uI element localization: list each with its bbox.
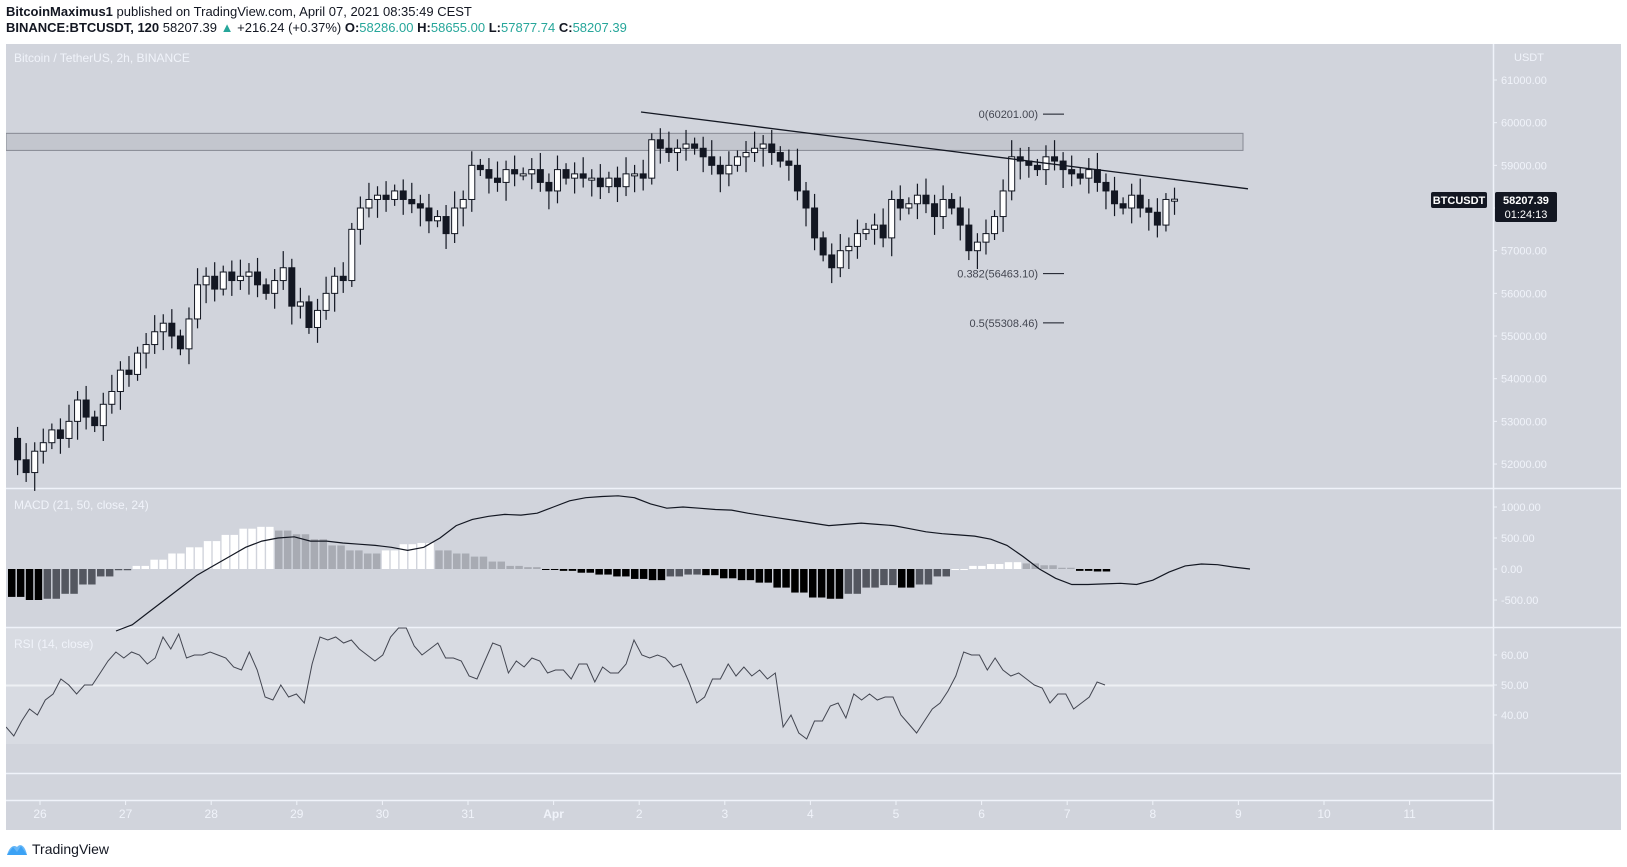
- chart-legend: Bitcoin / TetherUS, 2h, BINANCE: [14, 51, 190, 65]
- rsi-legend: RSI (14, close): [14, 637, 93, 651]
- symbol-tag: BTCUSDT: [1431, 192, 1487, 208]
- svg-text:30: 30: [376, 807, 390, 821]
- svg-text:54000.00: 54000.00: [1501, 374, 1547, 386]
- up-arrow-icon: ▲: [220, 20, 234, 35]
- svg-text:52000.00: 52000.00: [1501, 459, 1547, 471]
- high-value: 58655.00: [430, 20, 486, 35]
- svg-text:8: 8: [1149, 807, 1156, 821]
- rsi-series: [5, 627, 1106, 740]
- last-price: 58207.39: [162, 20, 217, 35]
- low-value: 57877.74: [501, 20, 556, 35]
- low-label: L:: [488, 20, 501, 35]
- svg-text:0.382(56463.10): 0.382(56463.10): [957, 269, 1038, 281]
- chart-container[interactable]: 0(60201.00) 0.382(56463.10) 0.5(55308.46) …: [5, 44, 1621, 830]
- svg-text:5: 5: [893, 807, 900, 821]
- svg-text:31: 31: [461, 807, 475, 821]
- svg-text:4: 4: [807, 807, 814, 821]
- last-price-tag-value: 58207.39: [1503, 195, 1549, 207]
- svg-text:-500.00: -500.00: [1501, 595, 1538, 607]
- high-label: H:: [417, 20, 431, 35]
- open-value: 58286.00: [359, 20, 414, 35]
- svg-text:2: 2: [636, 807, 643, 821]
- candlestick-series: [14, 128, 1179, 491]
- svg-text:10: 10: [1317, 807, 1331, 821]
- fibonacci-levels[interactable]: 0(60201.00) 0.382(56463.10) 0.5(55308.46): [957, 109, 1064, 330]
- svg-text:57000.00: 57000.00: [1501, 246, 1547, 258]
- chart-canvas[interactable]: 0(60201.00)0.382(56463.10)0.5(55308.46) …: [5, 44, 1621, 830]
- close-label: C:: [558, 20, 573, 35]
- svg-text:26: 26: [33, 807, 47, 821]
- svg-text:6: 6: [978, 807, 985, 821]
- svg-text:0(60201.00): 0(60201.00): [979, 109, 1038, 121]
- svg-text:27: 27: [119, 807, 133, 821]
- svg-text:60.00: 60.00: [1501, 650, 1529, 662]
- svg-text:28: 28: [205, 807, 219, 821]
- close-value: 58207.39: [572, 20, 627, 35]
- tradingview-wordmark: TradingView: [32, 841, 110, 857]
- svg-text:40.00: 40.00: [1501, 710, 1529, 722]
- svg-text:53000.00: 53000.00: [1501, 416, 1547, 428]
- price-pane[interactable]: [6, 44, 1493, 488]
- svg-text:59000.00: 59000.00: [1501, 160, 1547, 172]
- price-change: +216.24 (+0.37%): [237, 20, 342, 35]
- svg-text:Apr: Apr: [543, 807, 564, 821]
- published-text: published on TradingView.com, April 07, …: [116, 4, 472, 19]
- open-label: O:: [344, 20, 360, 35]
- publish-info: BitcoinMaximus1 published on TradingView…: [6, 4, 472, 19]
- svg-text:61000.00: 61000.00: [1501, 75, 1547, 87]
- svg-text:9: 9: [1235, 807, 1242, 821]
- svg-text:1000.00: 1000.00: [1501, 502, 1541, 514]
- svg-text:0.5(55308.46): 0.5(55308.46): [970, 318, 1039, 330]
- macd-legend: MACD (21, 50, close, 24): [14, 498, 149, 512]
- countdown-timer: 01:24:13: [1505, 209, 1548, 221]
- symbol-info-line: BINANCE:BTCUSDT, 120 58207.39 ▲ +216.24 …: [6, 20, 627, 35]
- svg-text:29: 29: [290, 807, 304, 821]
- svg-text:50.00: 50.00: [1501, 680, 1529, 692]
- svg-text:3: 3: [721, 807, 728, 821]
- tradingview-logo-icon: [7, 845, 27, 855]
- svg-text:500.00: 500.00: [1501, 533, 1535, 545]
- svg-text:60000.00: 60000.00: [1501, 118, 1547, 130]
- currency-label: USDT: [1514, 52, 1544, 64]
- svg-text:56000.00: 56000.00: [1501, 288, 1547, 300]
- tradingview-branding[interactable]: TradingView: [6, 841, 109, 857]
- macd-series: [8, 495, 1251, 632]
- svg-text:0.00: 0.00: [1501, 564, 1522, 576]
- last-price-tag: 58207.39 01:24:13: [1495, 192, 1557, 222]
- resistance-zone[interactable]: [5, 132, 1244, 151]
- svg-text:7: 7: [1064, 807, 1071, 821]
- author-name[interactable]: BitcoinMaximus1: [6, 4, 113, 19]
- svg-text:11: 11: [1403, 807, 1416, 821]
- symbol-interval: BINANCE:BTCUSDT, 120: [6, 20, 160, 35]
- descending-trendline[interactable]: [640, 111, 1249, 190]
- svg-text:55000.00: 55000.00: [1501, 331, 1547, 343]
- symbol-tag-label: BTCUSDT: [1433, 195, 1486, 207]
